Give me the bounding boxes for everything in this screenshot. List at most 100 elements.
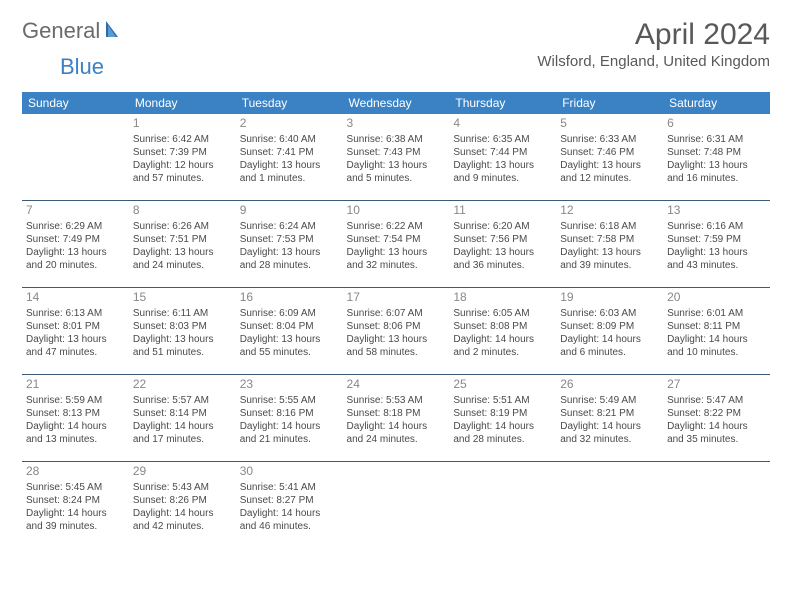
sunset-text: Sunset: 7:39 PM <box>133 146 232 159</box>
sunset-text: Sunset: 8:13 PM <box>26 407 125 420</box>
sunrise-text: Sunrise: 6:11 AM <box>133 307 232 320</box>
weekday-header: Friday <box>556 92 663 114</box>
calendar-day-cell <box>449 462 556 549</box>
sunrise-text: Sunrise: 5:41 AM <box>240 481 339 494</box>
sunrise-text: Sunrise: 6:13 AM <box>26 307 125 320</box>
daylight-text: Daylight: 14 hours <box>453 420 552 433</box>
daylight-text: and 36 minutes. <box>453 259 552 272</box>
calendar-week-row: 1Sunrise: 6:42 AMSunset: 7:39 PMDaylight… <box>22 114 770 201</box>
daylight-text: and 1 minutes. <box>240 172 339 185</box>
sunset-text: Sunset: 8:27 PM <box>240 494 339 507</box>
daylight-text: and 32 minutes. <box>560 433 659 446</box>
daylight-text: Daylight: 13 hours <box>240 333 339 346</box>
daylight-text: Daylight: 13 hours <box>26 246 125 259</box>
calendar-day-cell: 6Sunrise: 6:31 AMSunset: 7:48 PMDaylight… <box>663 114 770 201</box>
sunset-text: Sunset: 7:44 PM <box>453 146 552 159</box>
daylight-text: and 55 minutes. <box>240 346 339 359</box>
daylight-text: Daylight: 14 hours <box>453 333 552 346</box>
day-number: 6 <box>667 116 766 132</box>
calendar-day-cell <box>343 462 450 549</box>
daylight-text: and 17 minutes. <box>133 433 232 446</box>
calendar-day-cell: 17Sunrise: 6:07 AMSunset: 8:06 PMDayligh… <box>343 288 450 375</box>
daylight-text: and 28 minutes. <box>453 433 552 446</box>
daylight-text: and 39 minutes. <box>560 259 659 272</box>
daylight-text: Daylight: 13 hours <box>453 159 552 172</box>
day-number: 17 <box>347 290 446 306</box>
calendar-day-cell: 19Sunrise: 6:03 AMSunset: 8:09 PMDayligh… <box>556 288 663 375</box>
calendar-day-cell: 15Sunrise: 6:11 AMSunset: 8:03 PMDayligh… <box>129 288 236 375</box>
day-number: 7 <box>26 203 125 219</box>
daylight-text: Daylight: 14 hours <box>560 420 659 433</box>
daylight-text: and 42 minutes. <box>133 520 232 533</box>
day-number: 9 <box>240 203 339 219</box>
calendar-day-cell: 8Sunrise: 6:26 AMSunset: 7:51 PMDaylight… <box>129 201 236 288</box>
sunrise-text: Sunrise: 6:31 AM <box>667 133 766 146</box>
sunrise-text: Sunrise: 6:24 AM <box>240 220 339 233</box>
logo: General <box>22 18 128 44</box>
sunrise-text: Sunrise: 6:40 AM <box>240 133 339 146</box>
calendar-day-cell: 5Sunrise: 6:33 AMSunset: 7:46 PMDaylight… <box>556 114 663 201</box>
daylight-text: and 51 minutes. <box>133 346 232 359</box>
day-number: 2 <box>240 116 339 132</box>
sunrise-text: Sunrise: 5:43 AM <box>133 481 232 494</box>
weekday-header: Tuesday <box>236 92 343 114</box>
sunset-text: Sunset: 8:22 PM <box>667 407 766 420</box>
sunset-text: Sunset: 8:24 PM <box>26 494 125 507</box>
day-number: 24 <box>347 377 446 393</box>
sunrise-text: Sunrise: 6:20 AM <box>453 220 552 233</box>
sunset-text: Sunset: 7:59 PM <box>667 233 766 246</box>
calendar-day-cell: 2Sunrise: 6:40 AMSunset: 7:41 PMDaylight… <box>236 114 343 201</box>
calendar-day-cell: 4Sunrise: 6:35 AMSunset: 7:44 PMDaylight… <box>449 114 556 201</box>
daylight-text: and 39 minutes. <box>26 520 125 533</box>
calendar-week-row: 14Sunrise: 6:13 AMSunset: 8:01 PMDayligh… <box>22 288 770 375</box>
daylight-text: and 10 minutes. <box>667 346 766 359</box>
daylight-text: Daylight: 14 hours <box>26 507 125 520</box>
calendar-week-row: 7Sunrise: 6:29 AMSunset: 7:49 PMDaylight… <box>22 201 770 288</box>
calendar-day-cell <box>22 114 129 201</box>
sunrise-text: Sunrise: 6:09 AM <box>240 307 339 320</box>
sunset-text: Sunset: 8:16 PM <box>240 407 339 420</box>
logo-text-blue: Blue <box>60 54 104 79</box>
sunset-text: Sunset: 7:43 PM <box>347 146 446 159</box>
calendar-day-cell: 3Sunrise: 6:38 AMSunset: 7:43 PMDaylight… <box>343 114 450 201</box>
daylight-text: and 2 minutes. <box>453 346 552 359</box>
sunrise-text: Sunrise: 6:29 AM <box>26 220 125 233</box>
daylight-text: Daylight: 13 hours <box>240 159 339 172</box>
sunrise-text: Sunrise: 6:05 AM <box>453 307 552 320</box>
day-number: 25 <box>453 377 552 393</box>
day-number: 21 <box>26 377 125 393</box>
calendar-day-cell: 23Sunrise: 5:55 AMSunset: 8:16 PMDayligh… <box>236 375 343 462</box>
sunrise-text: Sunrise: 6:35 AM <box>453 133 552 146</box>
daylight-text: Daylight: 14 hours <box>240 507 339 520</box>
sunrise-text: Sunrise: 5:49 AM <box>560 394 659 407</box>
weekday-header-row: Sunday Monday Tuesday Wednesday Thursday… <box>22 92 770 114</box>
day-number: 10 <box>347 203 446 219</box>
sunrise-text: Sunrise: 6:33 AM <box>560 133 659 146</box>
sunrise-text: Sunrise: 6:38 AM <box>347 133 446 146</box>
sunset-text: Sunset: 7:46 PM <box>560 146 659 159</box>
day-number: 18 <box>453 290 552 306</box>
daylight-text: and 24 minutes. <box>347 433 446 446</box>
daylight-text: and 13 minutes. <box>26 433 125 446</box>
daylight-text: and 28 minutes. <box>240 259 339 272</box>
daylight-text: Daylight: 14 hours <box>133 420 232 433</box>
sunset-text: Sunset: 8:04 PM <box>240 320 339 333</box>
sunset-text: Sunset: 7:56 PM <box>453 233 552 246</box>
sunrise-text: Sunrise: 6:22 AM <box>347 220 446 233</box>
sunrise-text: Sunrise: 5:45 AM <box>26 481 125 494</box>
calendar-day-cell: 1Sunrise: 6:42 AMSunset: 7:39 PMDaylight… <box>129 114 236 201</box>
sunrise-text: Sunrise: 6:07 AM <box>347 307 446 320</box>
calendar-day-cell: 12Sunrise: 6:18 AMSunset: 7:58 PMDayligh… <box>556 201 663 288</box>
calendar-day-cell <box>663 462 770 549</box>
daylight-text: Daylight: 13 hours <box>133 333 232 346</box>
daylight-text: and 21 minutes. <box>240 433 339 446</box>
day-number: 27 <box>667 377 766 393</box>
day-number: 19 <box>560 290 659 306</box>
day-number: 11 <box>453 203 552 219</box>
day-number: 23 <box>240 377 339 393</box>
sunrise-text: Sunrise: 5:59 AM <box>26 394 125 407</box>
sunset-text: Sunset: 8:26 PM <box>133 494 232 507</box>
calendar-day-cell: 10Sunrise: 6:22 AMSunset: 7:54 PMDayligh… <box>343 201 450 288</box>
calendar-week-row: 21Sunrise: 5:59 AMSunset: 8:13 PM Dayligh… <box>22 375 770 462</box>
day-number: 12 <box>560 203 659 219</box>
